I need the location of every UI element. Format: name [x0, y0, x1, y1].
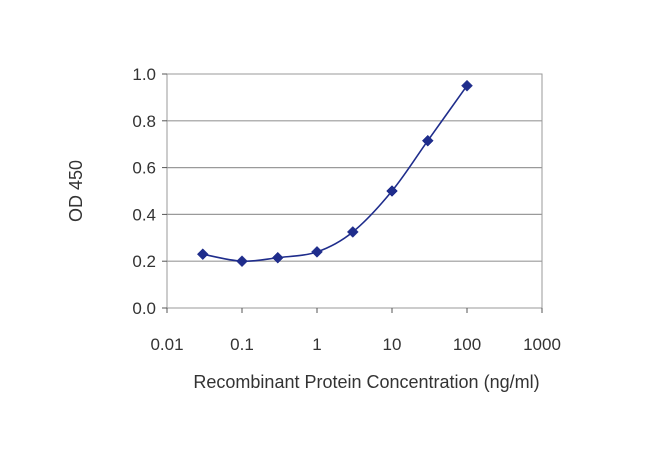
x-tick-label: 0.01: [150, 335, 183, 354]
x-tick-label: 1: [312, 335, 321, 354]
y-tick-label: 0.6: [132, 159, 156, 178]
x-tick-label: 1000: [523, 335, 561, 354]
y-tick-labels: 0.0 0.2 0.4 0.6 0.8 1.0: [132, 65, 156, 318]
y-tick-label: 0.8: [132, 112, 156, 131]
data-point: [346, 226, 359, 238]
data-point: [461, 79, 473, 92]
data-point: [271, 251, 284, 264]
tick-marks: [162, 73, 543, 313]
y-tick-label: 0.2: [132, 252, 156, 271]
x-tick-label: 0.1: [230, 335, 254, 354]
data-point: [421, 134, 434, 147]
plot-frame: [166, 73, 543, 309]
x-tick-label: 10: [383, 335, 402, 354]
series-points: [196, 79, 473, 268]
y-tick-label: 0.0: [132, 299, 156, 318]
x-tick-label: 100: [453, 335, 481, 354]
series-curve: [202, 85, 468, 263]
x-axis-title: Recombinant Protein Concentration (ng/ml…: [193, 372, 539, 392]
data-point: [311, 245, 323, 258]
grid-lines: [167, 120, 542, 262]
y-axis-title: OD 450: [66, 160, 86, 222]
y-tick-label: 0.4: [132, 205, 156, 224]
data-point: [386, 185, 398, 197]
y-tick-label: 1.0: [132, 65, 156, 84]
data-point: [196, 248, 209, 261]
data-point: [236, 255, 248, 268]
x-tick-labels: 0.01 0.1 1 10 100 1000: [150, 335, 560, 354]
